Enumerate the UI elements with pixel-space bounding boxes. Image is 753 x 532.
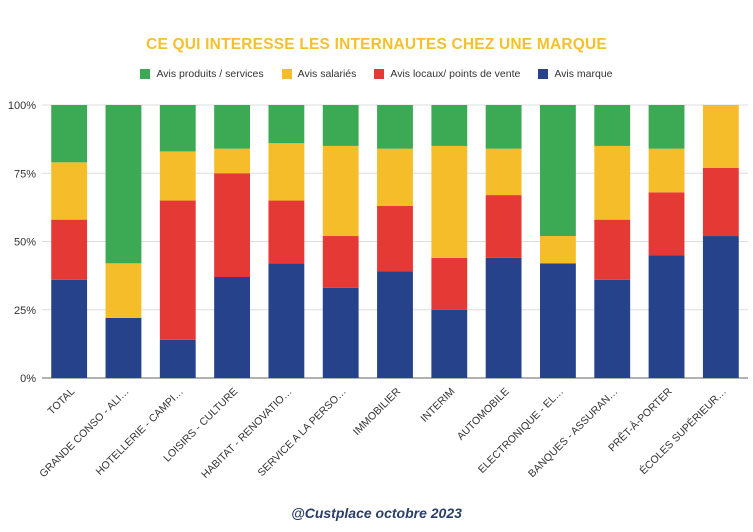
bar-segment xyxy=(51,219,88,280)
x-tick-label: ÉCOLES SUPÉRIEUR… xyxy=(637,385,729,477)
bar-segment xyxy=(431,145,468,258)
bar-segment xyxy=(594,145,631,220)
bar-segment xyxy=(648,255,685,378)
bar-segment xyxy=(648,148,685,193)
y-tick-label: 25% xyxy=(14,305,36,317)
bar-segment xyxy=(51,279,88,378)
legend-item: Avis marque xyxy=(538,68,613,80)
legend-label: Avis salariés xyxy=(297,68,357,80)
x-tick-label: IMMOBILIER xyxy=(351,385,404,438)
bar-segment xyxy=(431,257,468,310)
legend-swatch xyxy=(538,69,549,79)
x-tick-label: TOTAL xyxy=(46,386,78,418)
x-tick-label: SERVICE A LA PERSO… xyxy=(255,386,348,479)
legend-label: Avis locaux/ points de vente xyxy=(390,68,521,80)
bar-segment xyxy=(105,317,142,378)
chart-title: CE QUI INTERESSE LES INTERNAUTES CHEZ UN… xyxy=(146,36,607,53)
bar-segment xyxy=(322,105,359,146)
bar-segment xyxy=(105,263,142,318)
bar-segment xyxy=(159,105,196,152)
bar-segment xyxy=(322,287,359,378)
bar-segment xyxy=(431,309,468,378)
bar-segment xyxy=(268,105,305,144)
bar-segment xyxy=(377,271,413,378)
bar-segment xyxy=(51,105,88,163)
bar-segment xyxy=(594,219,631,280)
legend-item: Avis produits / services xyxy=(140,68,264,80)
legend-label: Avis produits / services xyxy=(156,68,264,80)
legend-swatch xyxy=(374,69,385,79)
bar-segment xyxy=(594,279,631,378)
x-tick-label: HOTELLERIE - CAMPI… xyxy=(94,386,186,478)
bar-segment xyxy=(268,263,305,378)
bar-segment xyxy=(322,236,359,288)
bar-segment xyxy=(214,276,250,378)
bar-segment xyxy=(485,257,522,378)
bar-segment xyxy=(159,151,196,201)
legend-item: Avis locaux/ points de vente xyxy=(374,68,520,80)
bar-segment xyxy=(702,167,739,237)
y-tick-label: 0% xyxy=(20,373,36,385)
x-tick-label: GRANDE CONSO - ALI… xyxy=(37,386,131,480)
bar-segment xyxy=(594,105,631,146)
bar-segment xyxy=(105,105,142,264)
legend: Avis produits / services Avis salariés Avi… xyxy=(0,68,753,80)
bar-segment xyxy=(214,148,250,174)
y-tick-label: 50% xyxy=(14,237,36,249)
footer-credit: @Custplace octobre 2023 xyxy=(291,505,462,521)
legend-swatch xyxy=(140,69,151,79)
bar-segment xyxy=(377,105,413,149)
bar-segment xyxy=(268,143,305,201)
bar-segment xyxy=(485,105,522,149)
x-tick-label: HABITAT - RENOVATIO… xyxy=(199,386,294,481)
x-tick-label: BANQUES - ASSURAN… xyxy=(526,386,620,480)
bar-segment xyxy=(431,105,468,146)
bar-segment xyxy=(268,200,305,264)
bar-segment xyxy=(540,105,576,237)
bar-segment xyxy=(540,236,576,264)
y-tick-label: 75% xyxy=(14,168,36,180)
bar-segment xyxy=(485,195,522,258)
bar-segment xyxy=(377,206,413,272)
bar-segment xyxy=(377,148,413,207)
bar-segment xyxy=(702,236,739,378)
bar-segment xyxy=(485,148,522,196)
bar-segment xyxy=(322,145,359,237)
bar-segment xyxy=(540,263,576,378)
bar-segment xyxy=(159,200,196,340)
bar-segment xyxy=(159,339,196,378)
bar-segment xyxy=(214,173,250,277)
y-tick-label: 100% xyxy=(8,100,36,112)
bar-segment xyxy=(648,105,685,149)
bar-segment xyxy=(214,105,250,149)
bar-segment xyxy=(51,162,88,220)
bar-segment xyxy=(648,192,685,256)
x-tick-label: INTERIM xyxy=(418,386,457,425)
bar-segment xyxy=(702,105,739,168)
x-tick-label: AUTOMOBILE xyxy=(455,386,512,443)
legend-item: Avis salariés xyxy=(281,68,357,80)
legend-label: Avis marque xyxy=(554,68,613,80)
legend-swatch xyxy=(281,69,292,79)
